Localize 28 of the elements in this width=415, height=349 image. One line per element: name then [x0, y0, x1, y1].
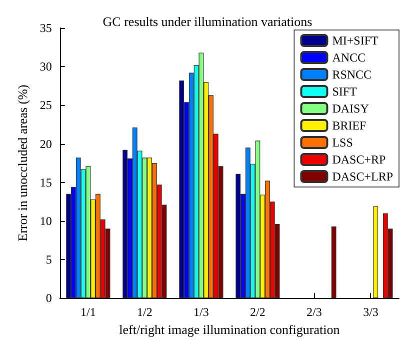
- y-tick-label: 5: [46, 252, 52, 267]
- bar: [331, 226, 336, 298]
- x-tick-label: 1/3: [194, 305, 209, 320]
- x-tick-label: 3/3: [363, 305, 378, 320]
- x-tick-label: 2/3: [306, 305, 322, 320]
- y-tick-label: 25: [40, 98, 52, 112]
- legend-label: DASC+RP: [332, 152, 386, 166]
- y-axis-title: Error in unoccluded areas (%): [15, 84, 30, 242]
- y-tick-label: 0: [46, 291, 52, 306]
- legend-label: ANCC: [332, 50, 366, 64]
- legend-label: RSNCC: [332, 68, 372, 82]
- legend-label: SIFT: [332, 84, 358, 98]
- y-tick-label: 30: [40, 60, 52, 74]
- legend-label: BRIEF: [332, 118, 367, 132]
- x-tick-label: 1/2: [137, 305, 152, 320]
- chart-title: GC results under illumination variations: [102, 14, 312, 29]
- y-tick-label: 15: [40, 175, 52, 190]
- x-tick-label: 2/2: [250, 305, 266, 320]
- y-tick-label: 10: [40, 214, 52, 228]
- legend-label: DASC+LRP: [332, 170, 394, 184]
- x-tick-label: 1/1: [80, 305, 96, 320]
- bar: [373, 206, 378, 298]
- legend-label: LSS: [332, 136, 353, 150]
- y-tick-label: 20: [40, 136, 52, 151]
- x-axis-title: left/right image illumination configuration: [119, 322, 340, 337]
- legend-label: MI+SIFT: [332, 34, 379, 48]
- y-tick-label: 35: [40, 21, 52, 35]
- legend-label: DAISY: [332, 102, 370, 116]
